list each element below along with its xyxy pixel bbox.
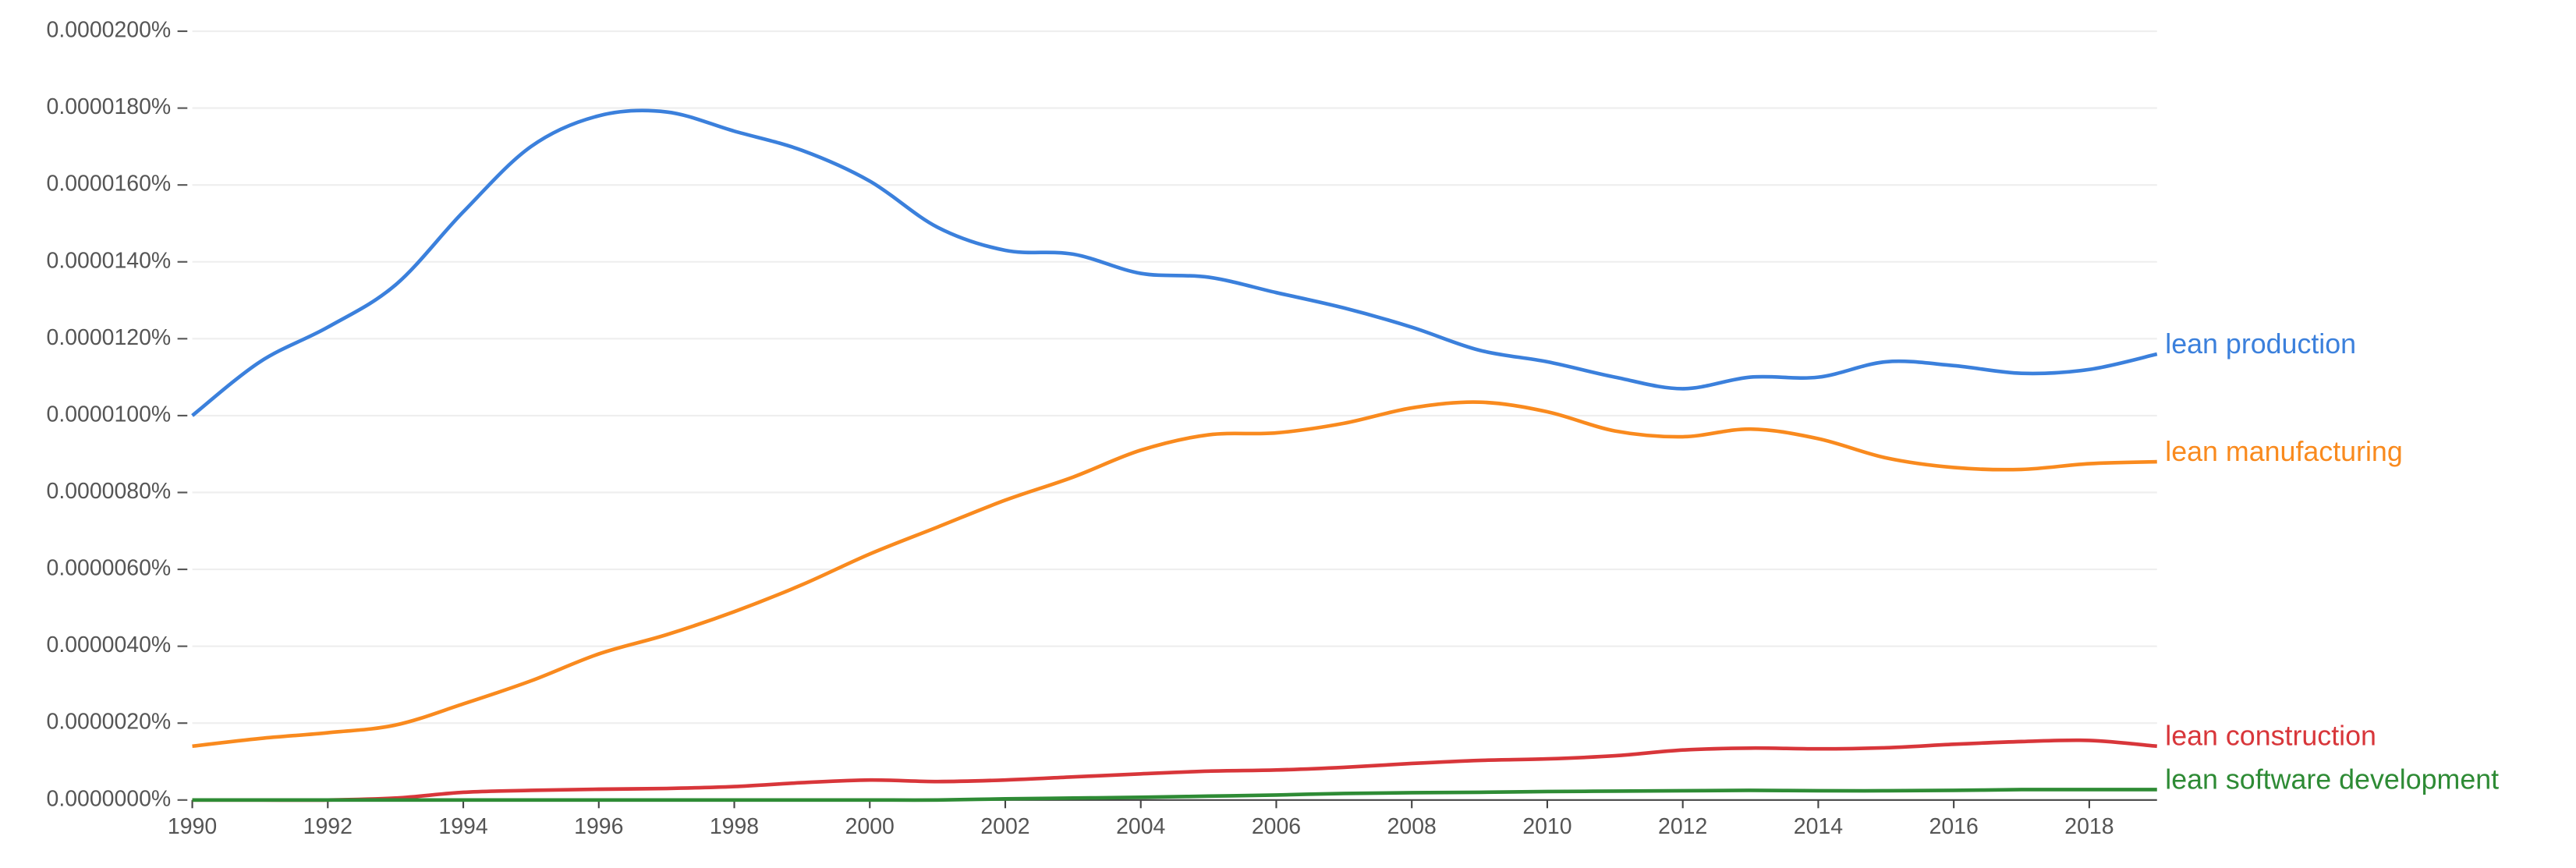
series-line xyxy=(192,738,2157,802)
y-tick-label: 0.0000020% xyxy=(47,710,172,735)
series-label: lean software development xyxy=(2165,763,2499,795)
x-tick-label: 1990 xyxy=(168,814,217,839)
x-tick-label: 1996 xyxy=(574,814,623,839)
y-tick-label: 0.0000060% xyxy=(47,556,172,581)
y-tick-label: 0.0000080% xyxy=(47,479,172,504)
x-tick-label: 2010 xyxy=(1522,814,1571,839)
y-tick-label: 0.0000100% xyxy=(47,402,172,427)
y-tick-label: 0.0000140% xyxy=(47,248,172,273)
series-label: lean production xyxy=(2165,328,2356,360)
y-tick-label: 0.0000160% xyxy=(47,172,172,197)
x-tick-label: 2000 xyxy=(845,814,895,839)
x-tick-label: 1998 xyxy=(710,814,759,839)
x-tick-label: 2004 xyxy=(1116,814,1165,839)
x-tick-label: 2014 xyxy=(1794,814,1843,839)
x-tick-label: 2002 xyxy=(980,814,1029,839)
series-line xyxy=(192,788,2157,802)
x-tick-label: 1992 xyxy=(303,814,353,839)
y-tick-label: 0.0000120% xyxy=(47,325,172,350)
x-tick-label: 1994 xyxy=(438,814,487,839)
series-line xyxy=(191,108,2158,417)
x-tick-label: 2006 xyxy=(1252,814,1301,839)
series-line xyxy=(192,400,2157,749)
series-label: lean manufacturing xyxy=(2165,436,2402,467)
x-tick-label: 2018 xyxy=(2064,814,2114,839)
x-tick-label: 2016 xyxy=(1929,814,1979,839)
x-tick-label: 2008 xyxy=(1387,814,1437,839)
y-tick-label: 0.0000200% xyxy=(47,18,172,43)
y-tick-label: 0.0000180% xyxy=(47,94,172,119)
y-tick-label: 0.0000040% xyxy=(47,632,172,657)
series-label: lean construction xyxy=(2165,721,2376,752)
y-tick-label: 0.0000000% xyxy=(47,786,172,811)
x-tick-label: 2012 xyxy=(1658,814,1707,839)
